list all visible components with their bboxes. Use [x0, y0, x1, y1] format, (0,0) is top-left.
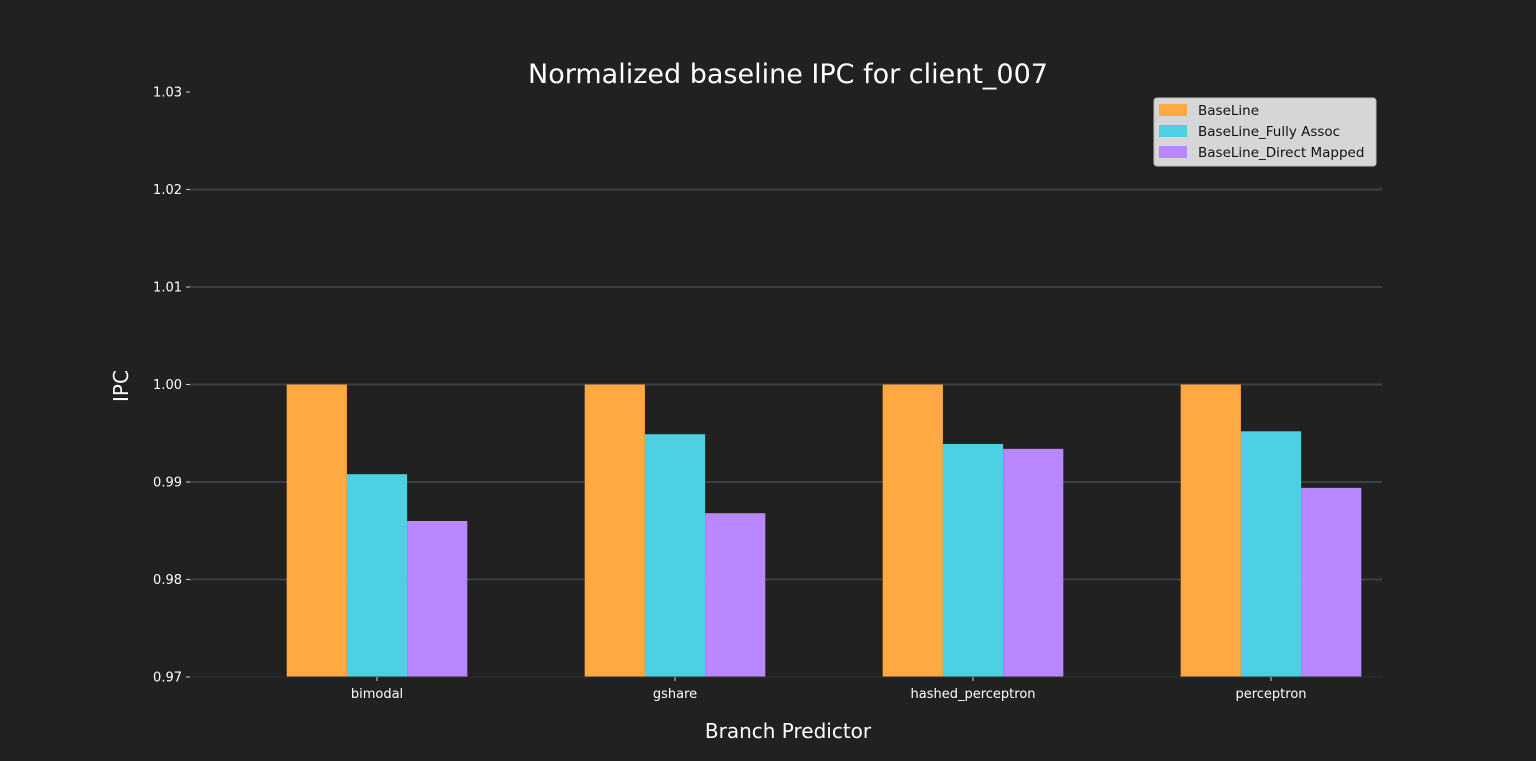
legend: BaseLine BaseLine_Fully Assoc BaseLine_Dir…: [1153, 97, 1377, 167]
legend-swatch: [1159, 125, 1187, 137]
legend-swatch: [1159, 146, 1187, 158]
legend-swatch: [1159, 104, 1187, 116]
legend-label: BaseLine: [1198, 103, 1259, 119]
bar-hashed_perceptron-1: [942, 443, 1004, 677]
y-tick-label: 1.00: [153, 378, 182, 393]
bar-bimodal-0: [286, 384, 347, 677]
x-tick-label: hashed_perceptron: [910, 687, 1035, 702]
bar-hashed_perceptron-2: [1003, 448, 1064, 677]
bar-perceptron-0: [1180, 384, 1241, 677]
bar-perceptron-1: [1240, 431, 1302, 677]
y-tick-label: 0.98: [153, 573, 182, 588]
y-axis: 0.97 0.98 0.99 1.00 1.01 1.02 1.03: [153, 86, 190, 686]
y-tick-label: 1.01: [153, 281, 182, 296]
legend-box: [1153, 97, 1377, 167]
bars: [286, 384, 1362, 677]
chart-title: Normalized baseline IPC for client_007: [528, 59, 1048, 90]
bar-gshare-1: [644, 434, 706, 677]
y-tick-label: 1.03: [153, 86, 182, 101]
bar-gshare-0: [584, 384, 645, 677]
x-tick-label: bimodal: [351, 687, 403, 702]
bar-gshare-2: [705, 513, 766, 677]
x-tick-label: perceptron: [1235, 687, 1306, 702]
y-tick-label: 1.02: [153, 183, 182, 198]
y-axis-label: IPC: [109, 370, 133, 402]
bar-bimodal-1: [346, 474, 408, 677]
bar-hashed_perceptron-0: [882, 384, 943, 677]
legend-label: BaseLine_Direct Mapped: [1198, 145, 1364, 161]
y-tick-label: 0.99: [153, 476, 182, 491]
x-axis: bimodal gshare hashed_perceptron perceptron: [190, 676, 1382, 702]
y-tick-label: 0.97: [153, 671, 182, 686]
x-axis-label: Branch Predictor: [705, 719, 872, 743]
bar-bimodal-2: [407, 521, 468, 677]
bar-perceptron-2: [1301, 487, 1362, 677]
legend-label: BaseLine_Fully Assoc: [1198, 124, 1340, 140]
x-tick-label: gshare: [653, 687, 697, 702]
